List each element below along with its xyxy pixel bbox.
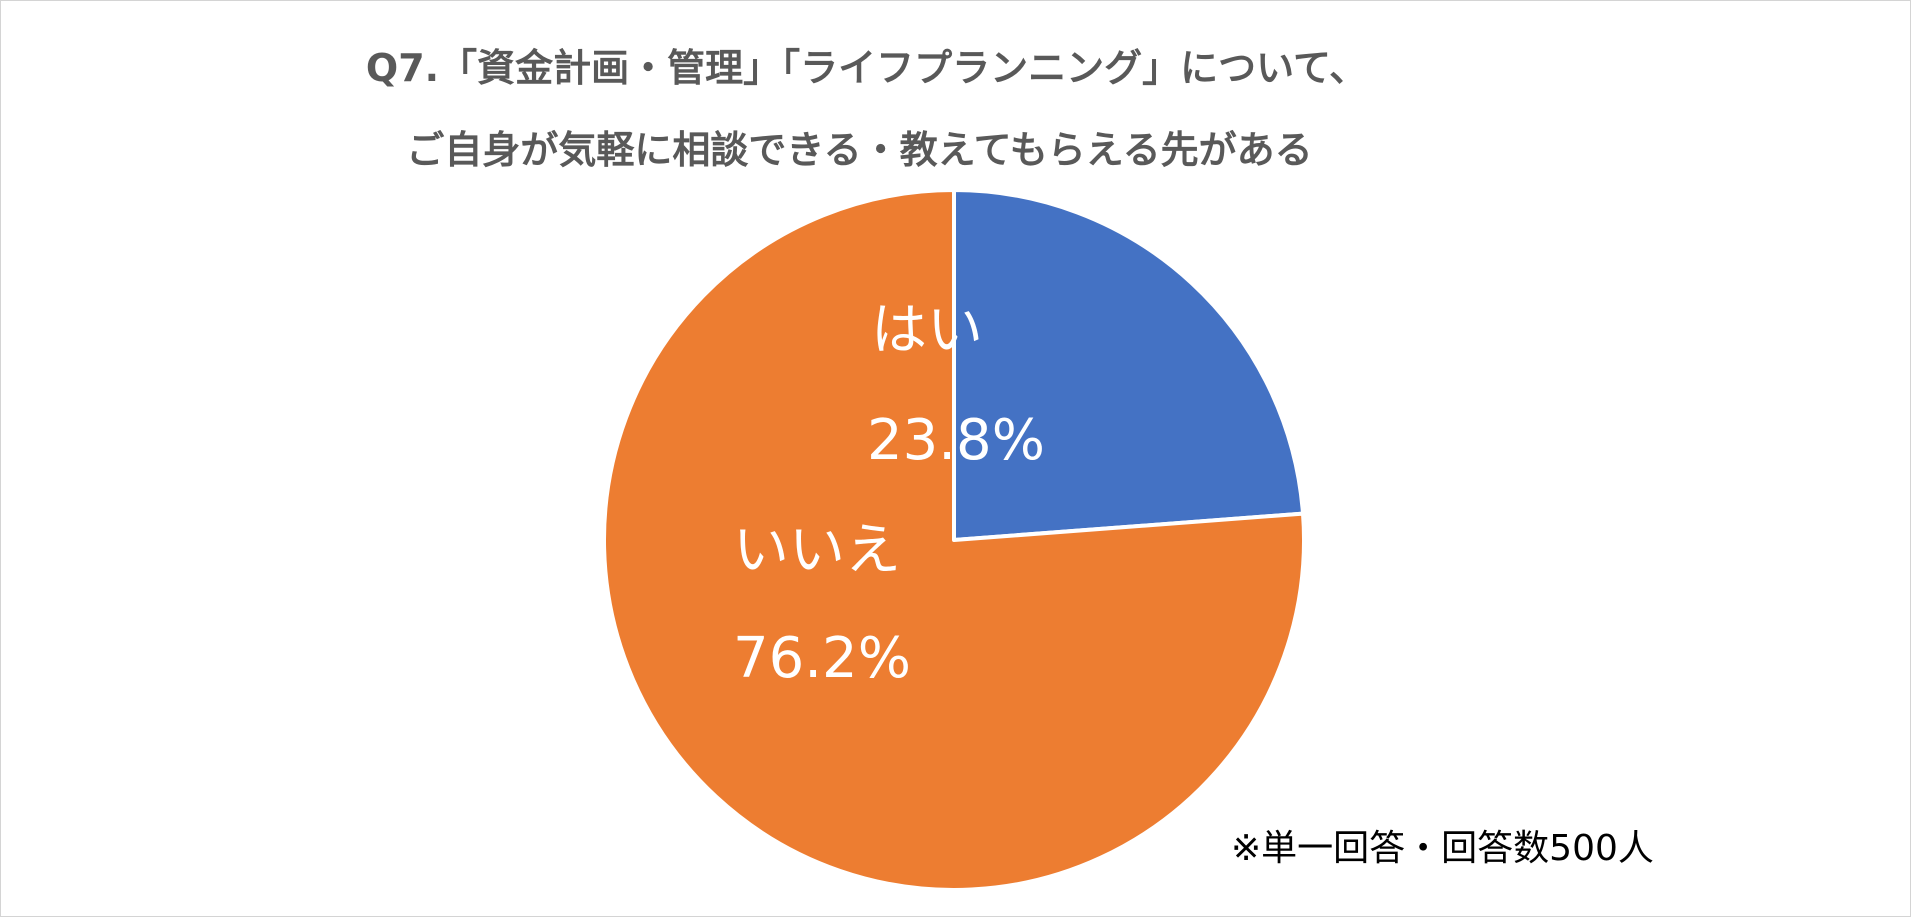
pie-slice-yes — [952, 188, 1306, 542]
slice-label-yes: はい — [871, 298, 983, 363]
response-note: ※単一回答・回答数500人 — [1231, 828, 1654, 869]
pie-slice-no — [602, 188, 1306, 892]
slice-value-no: 76.2% — [733, 626, 911, 691]
chart-title-line-2: ご自身が気軽に相談できる・教えてもらえる先がある — [406, 128, 1313, 172]
chart-title-line-1: Q7.「資金計画・管理」「ライフプランニング」について、 — [365, 46, 1368, 90]
slice-value-yes: 23.8% — [867, 408, 1045, 473]
slice-label-no: いいえ — [733, 518, 901, 583]
